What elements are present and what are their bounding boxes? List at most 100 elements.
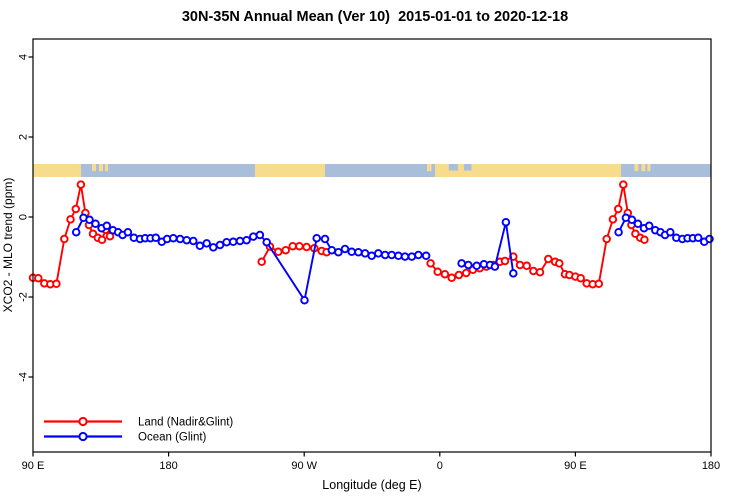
plot-border: [32, 38, 712, 453]
land-series-point: [76, 180, 86, 189]
land-series-point: [71, 204, 81, 214]
land-series-point: [576, 273, 585, 283]
land-series-point: [640, 235, 649, 245]
map-strip-land: [98, 164, 103, 172]
ocean-series-point: [222, 237, 231, 247]
legend-marker: [78, 431, 88, 442]
ocean-series-point: [91, 219, 100, 229]
ocean-series-point: [414, 250, 423, 260]
y-tick-label: 4: [18, 54, 30, 60]
land-series-point: [461, 268, 471, 278]
ocean-series: [71, 213, 714, 305]
x-tick-label: 180: [702, 460, 720, 472]
ocean-series-point: [169, 233, 178, 243]
land-series-point: [529, 266, 538, 276]
ocean-series-point: [235, 236, 245, 246]
ocean-series-point: [242, 235, 251, 245]
ocean-series-point: [693, 233, 703, 243]
land-series-point: [447, 273, 456, 283]
land-series-point: [433, 267, 442, 277]
land-series-point: [535, 267, 545, 277]
land-series-point: [281, 245, 290, 255]
ocean-series-point: [209, 243, 218, 252]
map-strip-land: [434, 164, 622, 177]
y-tick-label: -2: [18, 292, 30, 302]
ocean-series-point: [262, 237, 271, 247]
ocean-series-point: [228, 237, 238, 247]
ocean-series-point: [464, 260, 473, 270]
ocean-series-point: [472, 261, 481, 271]
land-series-point: [544, 254, 553, 264]
ocean-series-point: [614, 227, 623, 237]
land-series-point: [454, 270, 464, 280]
land-series-point: [52, 279, 61, 289]
ocean-series-point: [102, 221, 112, 231]
ocean-series-point: [633, 219, 643, 229]
ocean-series-point: [334, 247, 343, 257]
ocean-series-point: [509, 269, 518, 278]
x-axis: 90 E 180 90 W 0 90 E 180: [22, 452, 720, 472]
ocean-series-point: [189, 236, 198, 246]
x-tick-label: 180: [159, 460, 177, 472]
x-tick-label: 90 W: [291, 460, 317, 472]
legend-label: Ocean (Glint): [138, 432, 207, 444]
ocean-series-point: [175, 234, 185, 244]
ocean-series-point: [312, 233, 321, 243]
legend-marker: [78, 416, 88, 427]
land-series-point: [257, 257, 266, 267]
ocean-series-point: [367, 251, 376, 261]
y-tick-label: 0: [18, 214, 30, 220]
land-series-point: [555, 259, 564, 268]
y-axis: 4 2 0 -2 -4: [18, 54, 33, 382]
ocean-series-point: [421, 251, 431, 261]
ocean-series-point: [354, 247, 363, 257]
ocean-series-point: [195, 241, 205, 251]
legend-label: Land (Nadir&Glint): [138, 417, 233, 429]
ocean-series-point: [374, 249, 383, 258]
map-strip-land: [33, 164, 82, 177]
land-series-point: [302, 242, 311, 252]
land-series-point: [426, 259, 435, 268]
map-strip-land: [634, 164, 639, 172]
series-layer: [28, 180, 714, 305]
x-tick-label: 0: [437, 460, 443, 472]
ocean-series-point: [340, 244, 350, 254]
land-series-point: [97, 235, 107, 245]
ocean-series-point: [457, 259, 466, 268]
ocean-series-point: [123, 227, 133, 237]
map-strip-land: [254, 164, 325, 177]
map-strip-land: [92, 164, 96, 172]
ocean-series-point: [400, 252, 410, 261]
ocean-series-point: [380, 250, 390, 260]
legend: Land (Nadir&Glint) Ocean (Glint): [44, 417, 233, 444]
y-tick-label: 2: [18, 134, 30, 140]
x-tick-label: 90 E: [564, 460, 587, 472]
ocean-series-point: [249, 232, 258, 241]
ocean-series-point: [71, 227, 81, 237]
y-axis-title: XCO2 - MLO trend (ppm): [1, 178, 15, 313]
land-series-point: [608, 215, 618, 224]
ocean-series-point: [394, 251, 403, 261]
land-series-point: [34, 273, 43, 283]
ocean-series-point: [151, 233, 161, 243]
land-series-point: [60, 234, 69, 244]
land-series-point: [613, 204, 623, 214]
chart-title: 30N-35N Annual Mean (Ver 10) 2015-01-01 …: [181, 9, 569, 25]
land-series-point: [288, 241, 297, 251]
map-strip-land: [105, 164, 109, 172]
ocean-series-point: [215, 240, 225, 250]
ocean-series-point: [202, 239, 211, 248]
ocean-series-point: [320, 234, 330, 244]
ocean-series-point: [300, 295, 309, 305]
land-series-point: [66, 215, 75, 224]
land-series-point: [274, 247, 283, 257]
land-series-point: [515, 260, 525, 270]
ocean-series-point: [360, 249, 370, 258]
map-strip-inlet: [463, 164, 472, 171]
map-strip-land: [647, 164, 651, 172]
land-series-point: [594, 279, 604, 289]
ocean-series-point: [182, 235, 191, 245]
ocean-series-point: [407, 252, 417, 261]
ocean-series-point: [666, 227, 675, 237]
